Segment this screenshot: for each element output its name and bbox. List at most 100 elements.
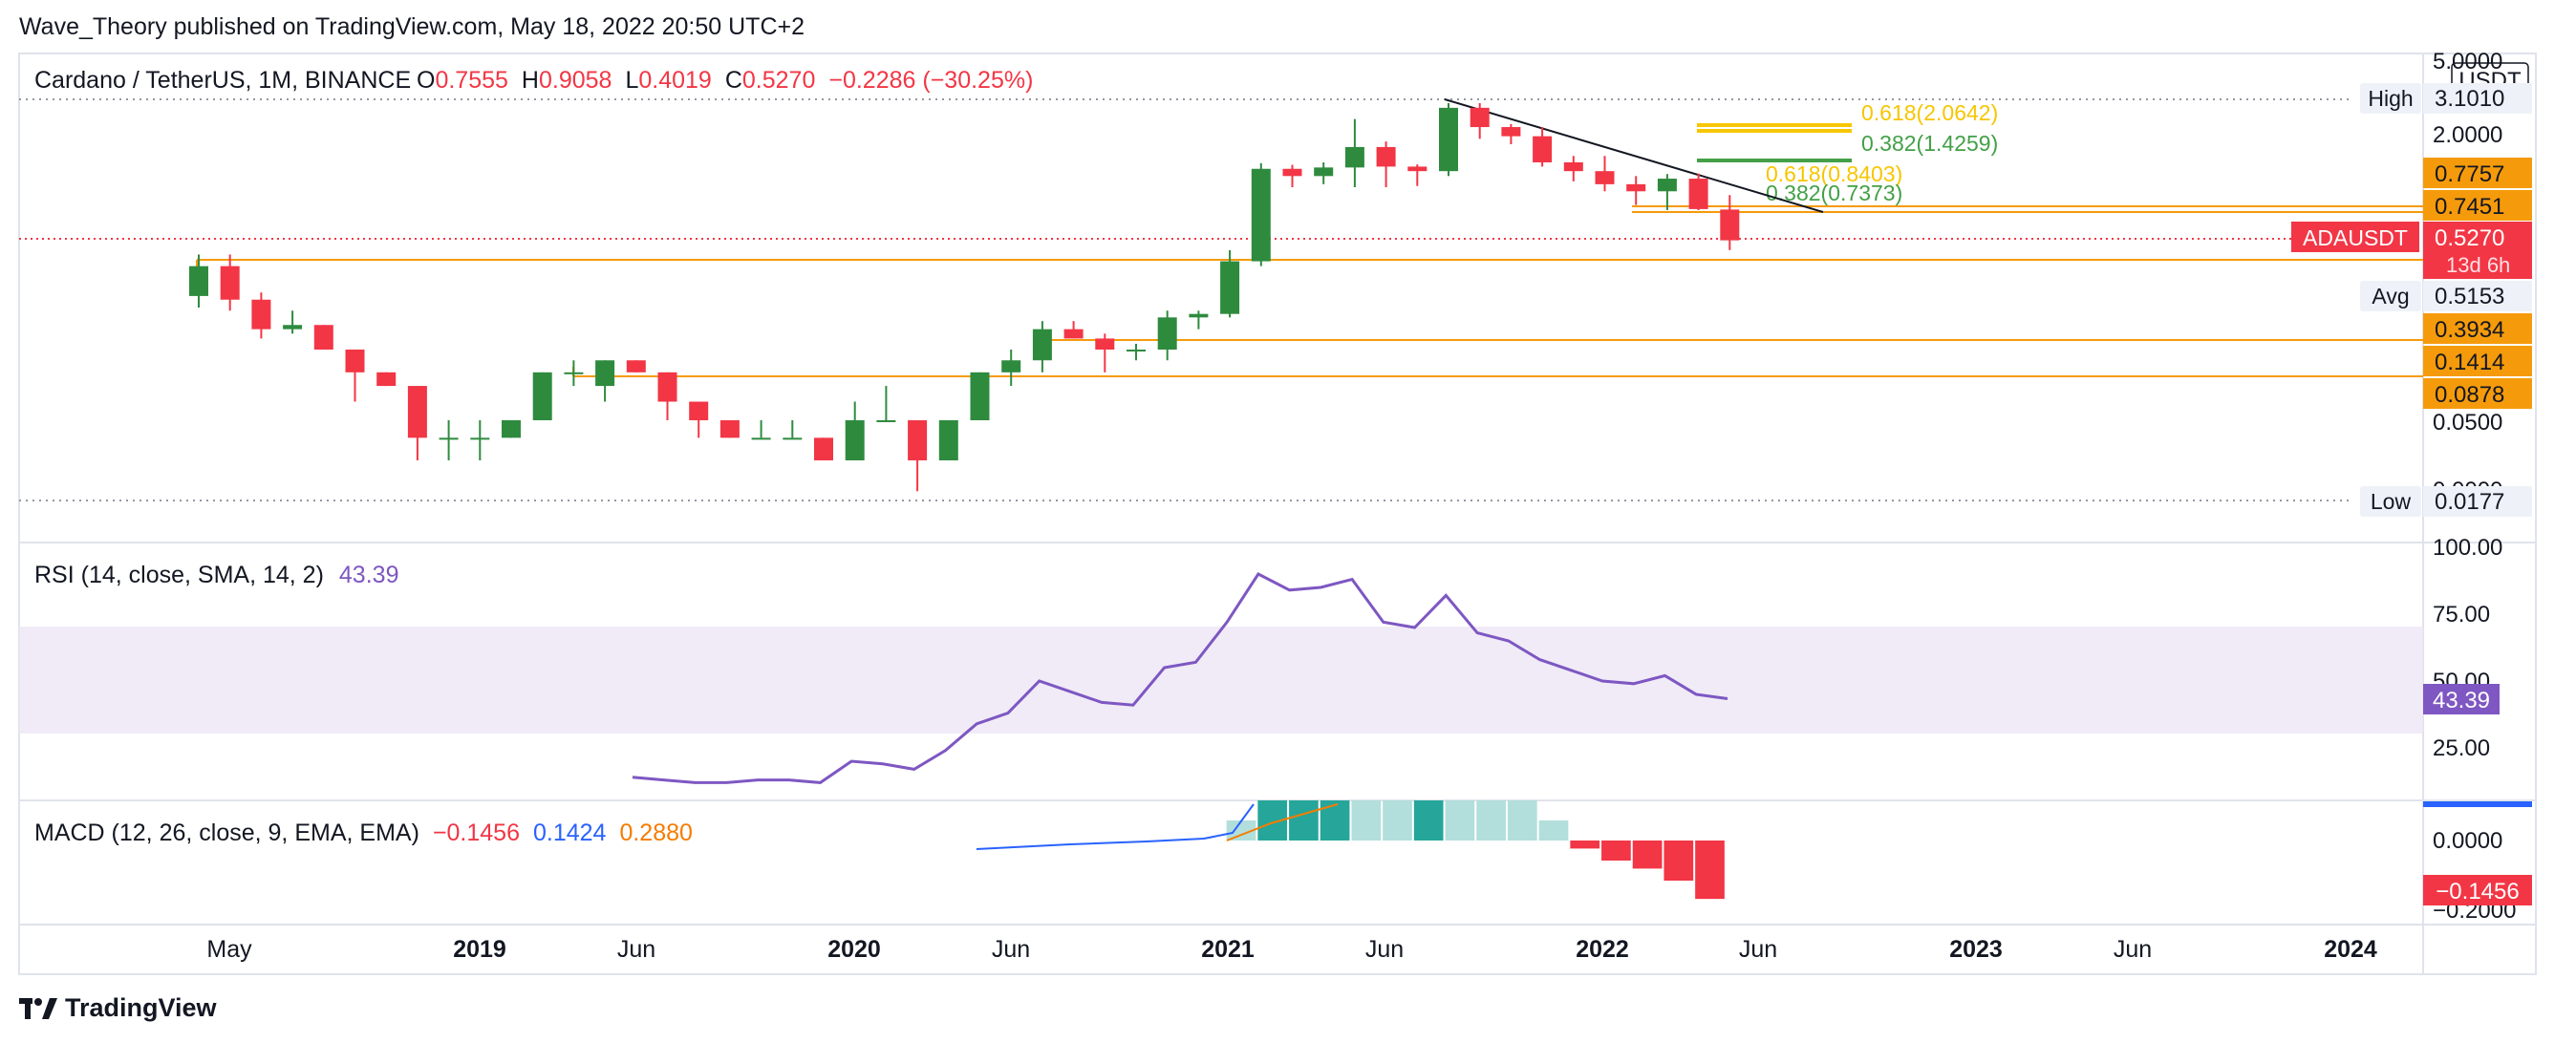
time-axis-label: 2022: [1576, 936, 1629, 963]
macd-badge-text: −0.1456: [2436, 879, 2519, 905]
candle-body: [814, 437, 833, 460]
candle-2019-01: [470, 420, 490, 460]
macd-hist-bar: [1695, 841, 1725, 900]
time-axis-label: 2021: [1201, 936, 1255, 963]
support-resistance-lines[interactable]: [196, 205, 2423, 377]
candle-2022-05: [1720, 195, 1740, 250]
candle-2018-10: [376, 372, 397, 387]
signal-value: 0.1424: [533, 820, 607, 846]
candle-2018-08: [313, 325, 333, 350]
price-badge: 0.7757: [2423, 158, 2532, 188]
candle-2020-12: [1189, 310, 1209, 330]
rsi-tick-label: 75.00: [2433, 602, 2490, 628]
candle-body: [1626, 183, 1646, 192]
time-axis-label: Jun: [1365, 936, 1404, 963]
badge-label-bg: [2360, 83, 2421, 114]
candle-body: [908, 420, 928, 460]
hist-value: 0.2880: [619, 820, 692, 846]
candle-2018-11: [407, 386, 427, 460]
badge-value: 0.7451: [2435, 194, 2504, 220]
candle-body: [1407, 166, 1428, 172]
change-value: −0.2286 (−30.25%): [828, 67, 1033, 94]
time-axis-label: Jun: [617, 936, 655, 963]
time-axis[interactable]: May 2019 Jun 2020 Jun 2021 Jun 2022 Jun 2023 Jun 20…: [206, 936, 2377, 963]
rsi-label: RSI (14, close, SMA, 14, 2): [34, 562, 324, 588]
candle-2019-04: [564, 360, 584, 387]
time-axis-label: Jun: [992, 936, 1030, 963]
candle-body: [1470, 107, 1490, 128]
macd-label: MACD (12, 26, close, 9, EMA, EMA): [34, 820, 419, 846]
candle-body: [783, 437, 803, 440]
symbol-badge-bg: [2291, 222, 2419, 252]
low-value: 0.4019: [638, 67, 711, 94]
time-axis-label: 2019: [453, 936, 506, 963]
macd-hist-bar: [1632, 841, 1663, 869]
macd-hist-bar: [1664, 841, 1694, 881]
candle-body: [1720, 209, 1740, 241]
time-axis-label: 2024: [2324, 936, 2377, 963]
time-axis-label: Jun: [1739, 936, 1777, 963]
trend-line[interactable]: [1444, 98, 1824, 213]
candle-body: [719, 420, 740, 438]
macd-signal-line: [1226, 803, 1339, 841]
macd-hist-bar: [1601, 841, 1631, 861]
badge-countdown: 13d 6h: [2446, 253, 2510, 277]
candle-2021-05: [1344, 118, 1364, 187]
candle-body: [1344, 146, 1364, 168]
candle-body: [938, 420, 958, 460]
candle-2019-09: [719, 420, 740, 438]
candle-body: [407, 386, 427, 438]
candle-2021-07: [1407, 164, 1428, 186]
fib-label: 0.382(1.4259): [1861, 131, 1998, 156]
macd-hist-bar: [1538, 820, 1569, 841]
macd-hist-bar: [1476, 800, 1506, 841]
macd-hist-bar: [1289, 800, 1319, 841]
candle-2020-01: [845, 401, 865, 460]
ohlc-readout: O0.7555 H0.9058 L0.4019 C0.5270 −0.2286 (−30…: [417, 67, 1033, 94]
badge-value: 0.0878: [2435, 382, 2504, 408]
candle-2020-09: [1095, 333, 1115, 372]
price-tick-label: 5.0000: [2433, 49, 2502, 74]
candle-2021-10: [1501, 123, 1521, 144]
candle-body: [189, 266, 208, 296]
badge-bg: [2423, 222, 2532, 279]
macd-legend[interactable]: MACD (12, 26, close, 9, EMA, EMA) −0.1456…: [34, 820, 693, 846]
candle-body: [345, 350, 365, 372]
candle-2021-12: [1563, 156, 1583, 181]
candle-2022-03: [1657, 174, 1677, 210]
close-value: 0.5270: [742, 67, 815, 94]
candle-body: [1533, 136, 1553, 162]
candle-2019-07: [657, 372, 677, 420]
candle-2021-04: [1314, 162, 1334, 184]
candle-2020-03: [908, 420, 928, 492]
candle-body: [1501, 127, 1521, 137]
tradingview-logo-icon: [19, 996, 57, 1021]
rsi-legend[interactable]: RSI (14, close, SMA, 14, 2) 43.39: [34, 562, 398, 588]
candle-body: [283, 325, 303, 330]
candle-body: [220, 266, 240, 300]
badge-bg: [2423, 190, 2532, 221]
candle-body: [1314, 167, 1334, 177]
candle-2021-03: [1282, 164, 1302, 187]
price-badge: 0.7451: [2423, 190, 2532, 221]
fib-label: 0.618(0.8403): [1766, 161, 1902, 186]
candle-2019-06: [626, 360, 646, 372]
footer-brand[interactable]: TradingView: [19, 993, 217, 1023]
macd-tick-label: 0.0000: [2433, 828, 2502, 854]
low-label: L: [625, 67, 638, 94]
price-tick-label: 0.0500: [2433, 410, 2502, 436]
candle-body: [1001, 360, 1021, 372]
badge-value: 0.1414: [2435, 350, 2504, 375]
macd-value-badge: [2423, 875, 2532, 905]
fib-extension-drawings[interactable]: [1697, 123, 1852, 162]
symbol-label[interactable]: Cardano / TetherUS, 1M, BINANCE: [34, 67, 411, 94]
macd-hist-bar: [1570, 841, 1600, 849]
badge-value: 3.1010: [2435, 86, 2504, 112]
candle-body: [845, 420, 865, 460]
candle-body: [1220, 261, 1240, 314]
rsi-badge-text: 43.39: [2433, 688, 2490, 713]
